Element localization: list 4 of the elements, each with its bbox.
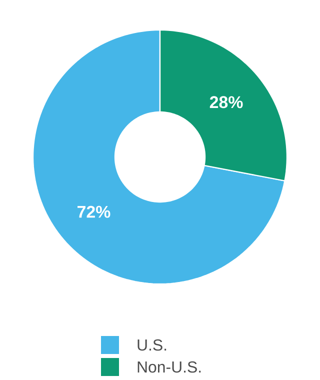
legend-label: U.S.: [138, 339, 166, 351]
data-label: 72%: [78, 206, 110, 218]
data-label: 28%: [210, 96, 243, 108]
legend-label: Non-U.S.: [138, 361, 201, 373]
